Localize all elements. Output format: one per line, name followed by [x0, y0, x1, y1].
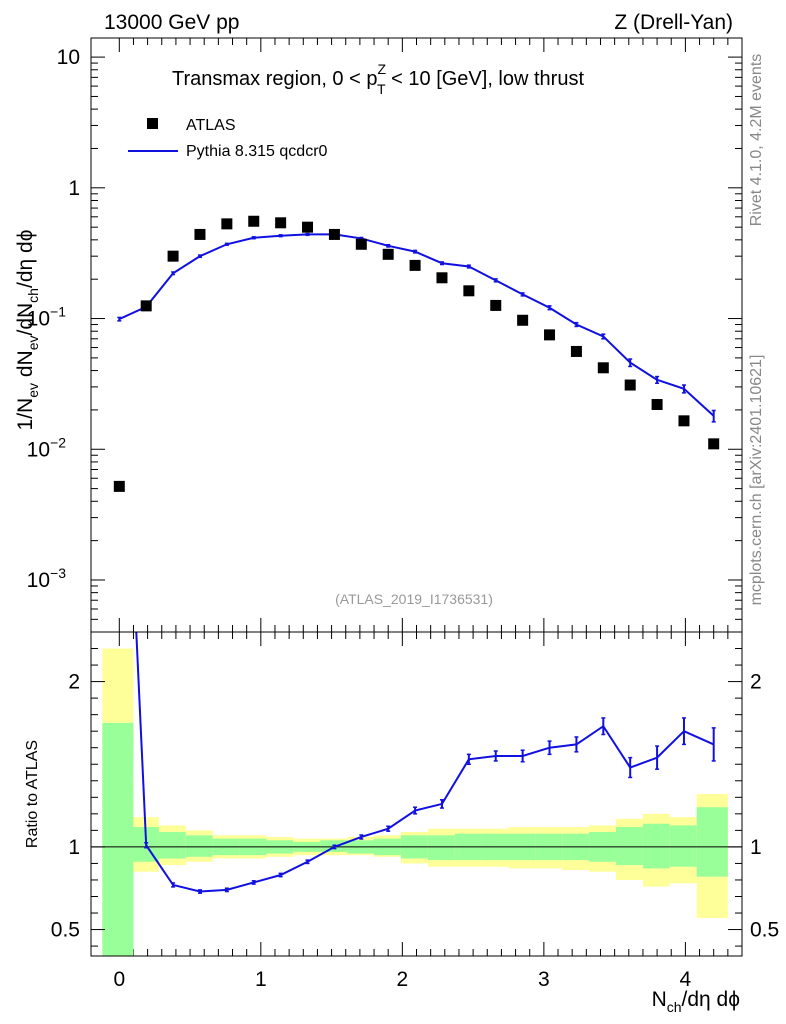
x-tick-label: 3 [538, 968, 550, 991]
x-tick-label: 1 [255, 968, 267, 991]
legend-atlas-marker [147, 118, 158, 129]
atlas-point [383, 249, 394, 260]
ratio-plot-frame [91, 632, 742, 956]
atlas-point [275, 217, 286, 228]
x-axis-title: Nch/dη dϕ [652, 988, 740, 1015]
atlas-point [302, 222, 313, 233]
ratio-band-green [697, 807, 728, 876]
plot-title: Transmax region, 0 < pZ T < 10 [GeV], low… [172, 61, 584, 97]
rivet-version-label: Rivet 4.1.0, 4.2M events [748, 54, 765, 227]
atlas-point [625, 380, 636, 391]
atlas-point [708, 438, 719, 449]
atlas-point [571, 346, 582, 357]
legend-atlas-label: ATLAS [186, 117, 236, 134]
header-right: Z (Drell-Yan) [614, 11, 733, 34]
source-label: mcplots.cern.ch [arXiv:2401.10621] [748, 355, 765, 606]
main-y-tick-label: 1 [68, 177, 80, 200]
atlas-point [652, 399, 663, 410]
atlas-point [329, 229, 340, 240]
ratio-band-green [670, 825, 697, 866]
main-y-tick-label-base: 10 [27, 438, 50, 461]
ratio-y-axis-title: Ratio to ATLAS [24, 740, 41, 848]
ratio-y-tick-label-right: 2 [750, 671, 762, 694]
atlas-point [463, 285, 474, 296]
x-tick-label: 2 [397, 968, 409, 991]
main-y-tick-label-base: 10 [27, 569, 50, 592]
ratio-y-tick-label-right: 0.5 [750, 919, 779, 942]
ratio-plot: 0 1 2 3 40.5 0.51 12 2 [51, 632, 779, 991]
ratio-y-tick-label-right: 1 [750, 836, 762, 859]
main-y-tick-label: 10 [57, 46, 80, 69]
ratio-band-green [186, 835, 213, 856]
main-y-tick-label-exp: −2 [50, 434, 66, 450]
main-y-tick-label: 10−3 [27, 565, 67, 592]
main-y-tick-label: 10−2 [27, 434, 67, 461]
atlas-point [544, 329, 555, 340]
ratio-band-green [428, 835, 455, 860]
legend-pythia-label: Pythia 8.315 qcdcr0 [186, 143, 328, 160]
ratio-y-tick-label: 0.5 [51, 919, 80, 942]
main-y-tick-label-exp: −1 [50, 304, 66, 320]
ratio-y-tick-label: 1 [68, 836, 80, 859]
chart-canvas: 13000 GeV pp Z (Drell-Yan) 10110−110−210… [0, 0, 786, 1024]
ratio-band-green [643, 824, 670, 869]
header-left: 13000 GeV pp [104, 11, 239, 34]
atlas-point [168, 251, 179, 262]
atlas-point [114, 481, 125, 492]
atlas-point [517, 315, 528, 326]
atlas-point [194, 229, 205, 240]
ratio-band-green [616, 827, 643, 865]
atlas-point [248, 216, 259, 227]
atlas-point [436, 272, 447, 283]
atlas-point [356, 239, 367, 250]
ratio-y-tick-label: 2 [68, 671, 80, 694]
ratio-band-green [102, 723, 133, 956]
main-y-tick-label-exp: −3 [50, 565, 66, 581]
ratio-band-green [159, 832, 186, 858]
atlas-point [678, 415, 689, 426]
atlas-point [221, 218, 232, 229]
atlas-point [490, 300, 501, 311]
atlas-point [410, 260, 421, 271]
main-y-axis-title: 1/Nev dNev/dNch/dη dϕ [14, 230, 41, 431]
reference-label: (ATLAS_2019_I1736531) [335, 591, 493, 607]
atlas-point [598, 362, 609, 373]
x-tick-label: 0 [113, 968, 125, 991]
atlas-point [141, 300, 152, 311]
